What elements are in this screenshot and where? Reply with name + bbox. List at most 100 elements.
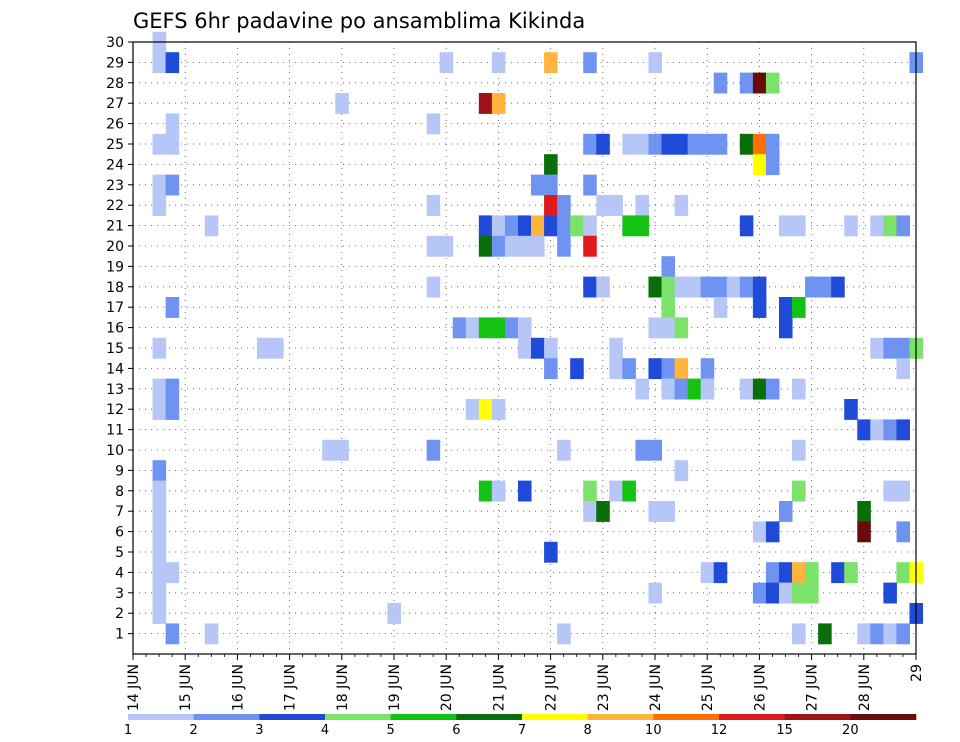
y-tick-label: 16 (106, 321, 124, 337)
heatmap-cell (204, 215, 219, 237)
heatmap-cell (792, 582, 806, 604)
y-tick-label: 6 (115, 525, 124, 541)
heatmap-cell (491, 93, 506, 114)
heatmap-cell (739, 133, 754, 155)
heatmap-cell (726, 276, 741, 298)
y-tick-label: 13 (106, 382, 124, 398)
y-tick-label: 21 (106, 219, 124, 235)
heatmap-cell (152, 562, 167, 584)
colorbar-swatch (128, 714, 194, 720)
heatmap-cell (152, 52, 167, 74)
y-tick-label: 20 (106, 239, 124, 255)
heatmap-cell (596, 133, 610, 155)
heatmap-cell (752, 297, 767, 318)
heatmap-cell (583, 133, 597, 155)
heatmap-cell (778, 317, 793, 339)
y-tick-label: 9 (115, 463, 124, 479)
x-tick-label: 29 (909, 664, 925, 682)
colorbar-label: 7 (518, 723, 526, 738)
y-tick-label: 28 (106, 76, 124, 92)
heatmap-cell (583, 276, 597, 298)
colorbar-swatch (325, 714, 391, 720)
heatmap-cell (465, 317, 480, 339)
heatmap-cell (152, 541, 167, 563)
heatmap-cell (270, 337, 284, 359)
x-tick-label: 15 JUN (178, 664, 194, 711)
heatmap-cell (648, 276, 663, 298)
heatmap-cell (544, 174, 558, 196)
heatmap-cell (648, 501, 663, 522)
heatmap-cell (752, 582, 767, 604)
heatmap-cell (609, 337, 623, 359)
heatmap-cell (583, 174, 597, 196)
heatmap-cell (765, 521, 780, 543)
heatmap-cell (765, 378, 780, 400)
heatmap-cell (765, 154, 780, 176)
heatmap-cell (165, 378, 180, 400)
heatmap-cell (765, 133, 780, 155)
heatmap-cell (596, 501, 610, 522)
heatmap-cell (792, 623, 806, 645)
heatmap-cell (752, 72, 767, 94)
heatmap-cell (152, 521, 167, 543)
heatmap-cell (635, 195, 649, 216)
heatmap-cell (883, 215, 897, 237)
heatmap-cell (152, 582, 167, 604)
heatmap-cell (870, 419, 884, 441)
colorbar-swatch (587, 714, 654, 720)
heatmap-cell (478, 317, 493, 339)
heatmap-cell (661, 256, 676, 278)
x-tick-label: 28 JUN (857, 664, 873, 711)
heatmap-cell (844, 562, 858, 584)
heatmap-cell (165, 113, 180, 135)
heatmap-cell (752, 521, 767, 543)
heatmap-cell (805, 582, 819, 604)
heatmap-cell (570, 215, 584, 237)
heatmap-cell (883, 337, 897, 359)
heatmap-cell (426, 113, 441, 135)
heatmap-cell (883, 480, 897, 502)
heatmap-cell (870, 215, 884, 237)
heatmap-cell (152, 174, 167, 196)
heatmap-cell (818, 623, 832, 645)
heatmap-cell (674, 358, 689, 380)
heatmap-cell (844, 399, 858, 420)
heatmap-cell (426, 195, 441, 216)
y-tick-label: 19 (106, 259, 124, 275)
heatmap-cell (857, 623, 871, 645)
heatmap-cell (557, 623, 571, 645)
heatmap-cell (635, 133, 649, 155)
y-tick-label: 18 (106, 280, 124, 296)
colorbar-swatch (850, 714, 917, 720)
heatmap-cell (165, 52, 180, 74)
y-tick-label: 29 (106, 55, 124, 71)
heatmap-cell (622, 480, 636, 502)
heatmap-cell (517, 317, 532, 339)
heatmap-cell (504, 235, 519, 257)
colorbar-label: 8 (584, 723, 592, 738)
heatmap-cell (857, 419, 871, 441)
heatmap-cell (870, 337, 884, 359)
heatmap-cell (622, 133, 636, 155)
colorbar-swatch (784, 714, 851, 720)
heatmap-cell (426, 276, 441, 298)
heatmap-cell (674, 317, 689, 339)
heatmap-cell (152, 460, 167, 482)
heatmap-cell (165, 133, 180, 155)
colorbar-swatch (456, 714, 523, 720)
heatmap-cell (700, 133, 715, 155)
heatmap-cell (335, 439, 349, 461)
heatmap-cell (478, 399, 493, 420)
heatmap-cell (661, 133, 676, 155)
heatmap-cell (609, 195, 623, 216)
heatmap-cell (648, 317, 663, 339)
colorbar-swatch (719, 714, 785, 720)
heatmap-cell (478, 235, 493, 257)
heatmap-cell (752, 133, 767, 155)
heatmap-cell (491, 235, 506, 257)
heatmap-cell (896, 562, 910, 584)
heatmap-cell (778, 582, 793, 604)
heatmap-cell (648, 52, 663, 74)
colorbar-label: 6 (452, 723, 460, 738)
heatmap-cell (739, 276, 754, 298)
